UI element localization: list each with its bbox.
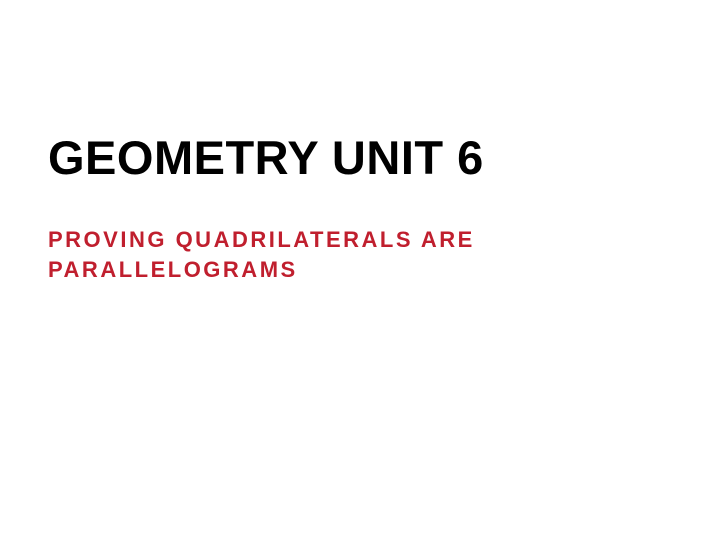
slide-container: GEOMETRY UNIT 6 PROVING QUADRILATERALS A…: [0, 0, 720, 540]
slide-subtitle: PROVING QUADRILATERALS AREPARALLELOGRAMS: [48, 225, 720, 284]
slide-title: GEOMETRY UNIT 6: [48, 130, 720, 185]
